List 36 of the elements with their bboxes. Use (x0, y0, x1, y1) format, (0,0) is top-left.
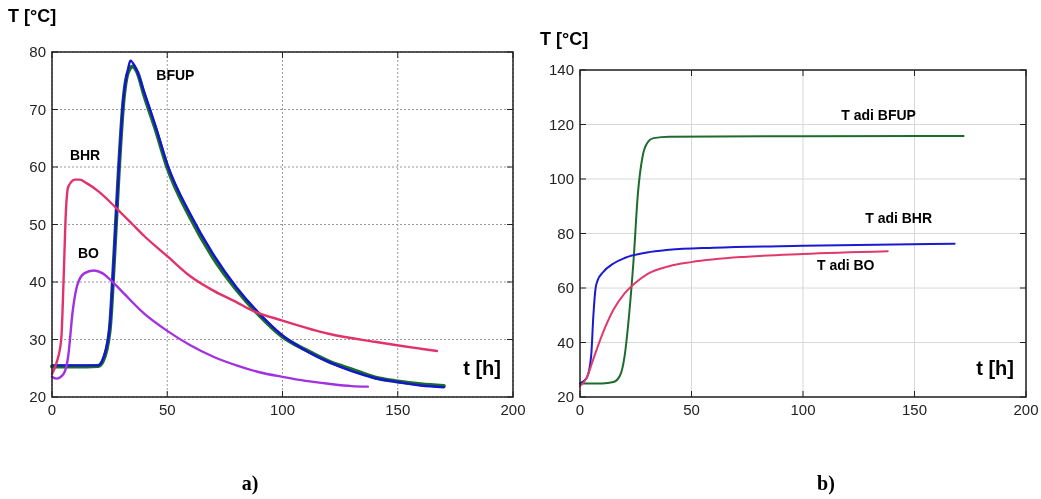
y-tick-label: 60 (557, 279, 574, 296)
x-tick-label: 50 (158, 401, 176, 418)
x-tick-label: 200 (1013, 401, 1039, 418)
y-tick-label: 30 (29, 330, 46, 348)
series-label: BFUP (156, 66, 195, 83)
y-tick-label: 40 (29, 273, 46, 290)
y-axis-title: T [°C] (540, 29, 589, 49)
series-label: T adi BHR (865, 209, 933, 226)
y-tick-label: 40 (557, 333, 574, 351)
y-tick-label: 20 (557, 388, 574, 405)
series-label: T adi BO (816, 257, 875, 274)
y-axis-title: T [°C] (8, 6, 57, 26)
x-tick-label: 150 (385, 401, 411, 418)
y-tick-label: 60 (29, 158, 46, 175)
x-axis-title: t [h] (976, 357, 1014, 379)
x-tick-label: 100 (269, 401, 296, 418)
y-tick-label: 80 (557, 224, 574, 242)
series-label: BO (77, 244, 100, 261)
y-tick-label: 70 (29, 100, 46, 118)
y-tick-label: 50 (29, 215, 46, 233)
x-tick-label: 0 (575, 401, 585, 418)
x-tick-label: 100 (790, 401, 816, 418)
series-label: BHR (69, 146, 101, 163)
x-tick-label: 200 (500, 401, 526, 418)
x-tick-label: 150 (901, 401, 928, 418)
y-tick-label: 20 (29, 388, 46, 405)
y-tick-label: 140 (548, 61, 574, 78)
y-tick-label: 120 (548, 115, 574, 133)
y-tick-label: 100 (548, 170, 574, 187)
y-tick-label: 80 (29, 43, 46, 60)
series-label: T adi BFUP (841, 106, 916, 123)
x-axis-title: t [h] (463, 357, 501, 379)
x-tick-label: 50 (683, 401, 700, 418)
x-tick-label: 0 (47, 401, 57, 418)
text: b) (817, 472, 835, 495)
text: a) (241, 472, 259, 495)
